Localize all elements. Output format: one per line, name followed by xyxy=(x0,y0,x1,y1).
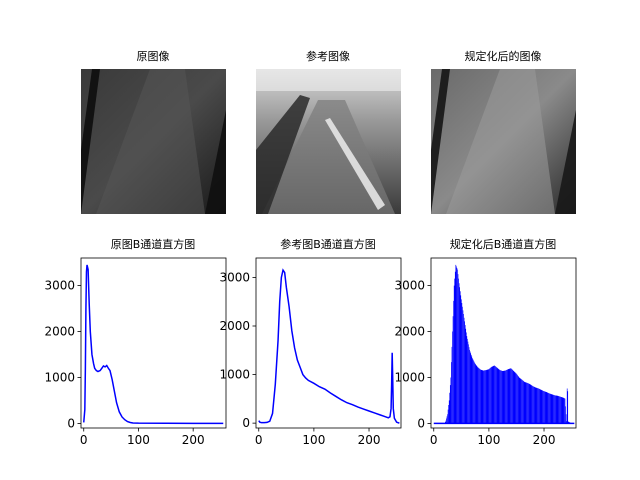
image-specified-conveyor xyxy=(446,69,555,214)
x-tick-label: 100 xyxy=(477,433,500,447)
image-title-original: 原图像 xyxy=(137,50,170,63)
y-tick-label: 1000 xyxy=(394,370,425,384)
image-original-conveyor xyxy=(96,69,205,214)
x-tick-label: 200 xyxy=(533,433,556,447)
histogram-line xyxy=(82,264,224,425)
x-tick-label: 0 xyxy=(80,433,88,447)
axes-frame xyxy=(80,257,227,429)
x-tick-label: 200 xyxy=(182,433,205,447)
image-title-specified: 规定化后的图像 xyxy=(465,49,542,63)
y-tick-label: 3000 xyxy=(44,279,75,293)
image-title-reference: 参考图像 xyxy=(306,49,350,63)
y-tick-label: 2000 xyxy=(219,319,250,333)
y-tick-label: 3000 xyxy=(394,279,425,293)
image-panel-original: 原图像 xyxy=(81,50,226,214)
y-tick-label: 0 xyxy=(242,416,250,430)
x-tick-label: 0 xyxy=(255,433,263,447)
axes-frame xyxy=(255,257,402,429)
axes-frame xyxy=(430,257,577,429)
x-tick-label: 100 xyxy=(127,433,150,447)
x-tick-label: 200 xyxy=(358,433,381,447)
image-panel-specified: 规定化后的图像 xyxy=(431,49,576,214)
y-tick-label: 1000 xyxy=(44,370,75,384)
histogram-line xyxy=(258,268,400,424)
y-tick-label: 1000 xyxy=(219,368,250,382)
x-tick-label: 100 xyxy=(302,433,325,447)
y-tick-label: 2000 xyxy=(44,325,75,339)
hist-title-reference: 参考图B通道直方图 xyxy=(280,237,376,251)
y-tick-label: 2000 xyxy=(394,325,425,339)
y-tick-label: 0 xyxy=(417,416,425,430)
image-panel-reference: 参考图像 xyxy=(256,49,401,214)
hist-title-specified: 规定化后B通道直方图 xyxy=(450,237,557,251)
image-reference-conveyor xyxy=(262,100,395,214)
x-tick-label: 0 xyxy=(430,433,438,447)
y-tick-label: 3000 xyxy=(219,270,250,284)
hist-title-original: 原图B通道直方图 xyxy=(111,237,196,251)
y-tick-label: 0 xyxy=(67,416,75,430)
